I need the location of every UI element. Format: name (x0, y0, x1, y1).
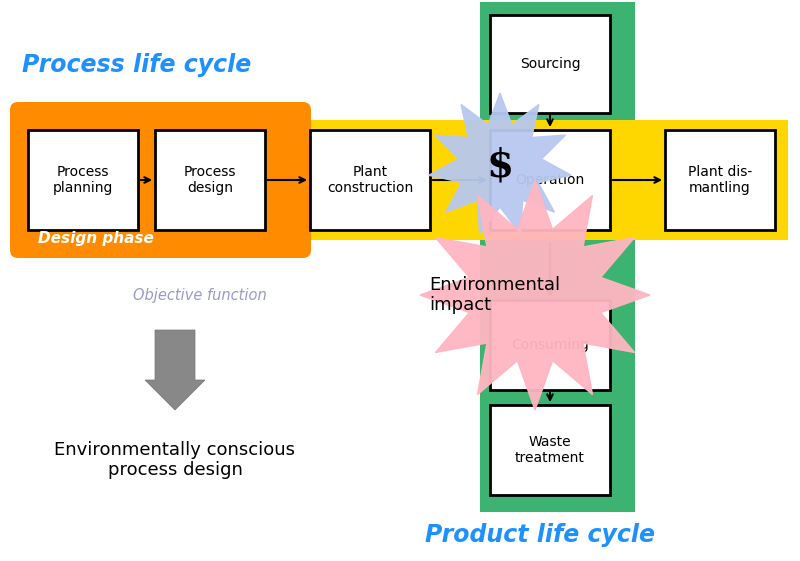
Text: Operation: Operation (515, 173, 585, 187)
Bar (490, 300, 610, 390)
Text: Objective function: Objective function (133, 287, 267, 302)
Bar (490, 130, 610, 230)
Text: Waste
treatment: Waste treatment (515, 435, 585, 465)
Polygon shape (420, 180, 650, 410)
FancyBboxPatch shape (10, 102, 311, 258)
Text: Process
planning: Process planning (53, 165, 113, 195)
Bar (155, 130, 265, 230)
Bar (480, 2, 635, 512)
Bar (18, 120, 788, 240)
Text: Product life cycle: Product life cycle (425, 523, 655, 547)
Text: Process life cycle: Process life cycle (22, 53, 251, 77)
Text: Consuming: Consuming (511, 338, 589, 352)
Text: Design phase: Design phase (38, 231, 154, 246)
FancyArrow shape (145, 330, 205, 410)
Bar (28, 130, 138, 230)
Text: Plant
construction: Plant construction (327, 165, 413, 195)
Bar (310, 130, 430, 230)
Text: Sourcing: Sourcing (520, 57, 580, 71)
Text: Plant dis-
mantling: Plant dis- mantling (688, 165, 752, 195)
Text: Environmental
impact: Environmental impact (430, 275, 561, 314)
Text: $: $ (486, 146, 514, 184)
Bar (490, 405, 610, 495)
Polygon shape (429, 93, 571, 234)
Text: Process
design: Process design (184, 165, 236, 195)
Bar (490, 15, 610, 113)
Text: Environmentally conscious
process design: Environmentally conscious process design (54, 440, 295, 480)
Bar (665, 130, 775, 230)
